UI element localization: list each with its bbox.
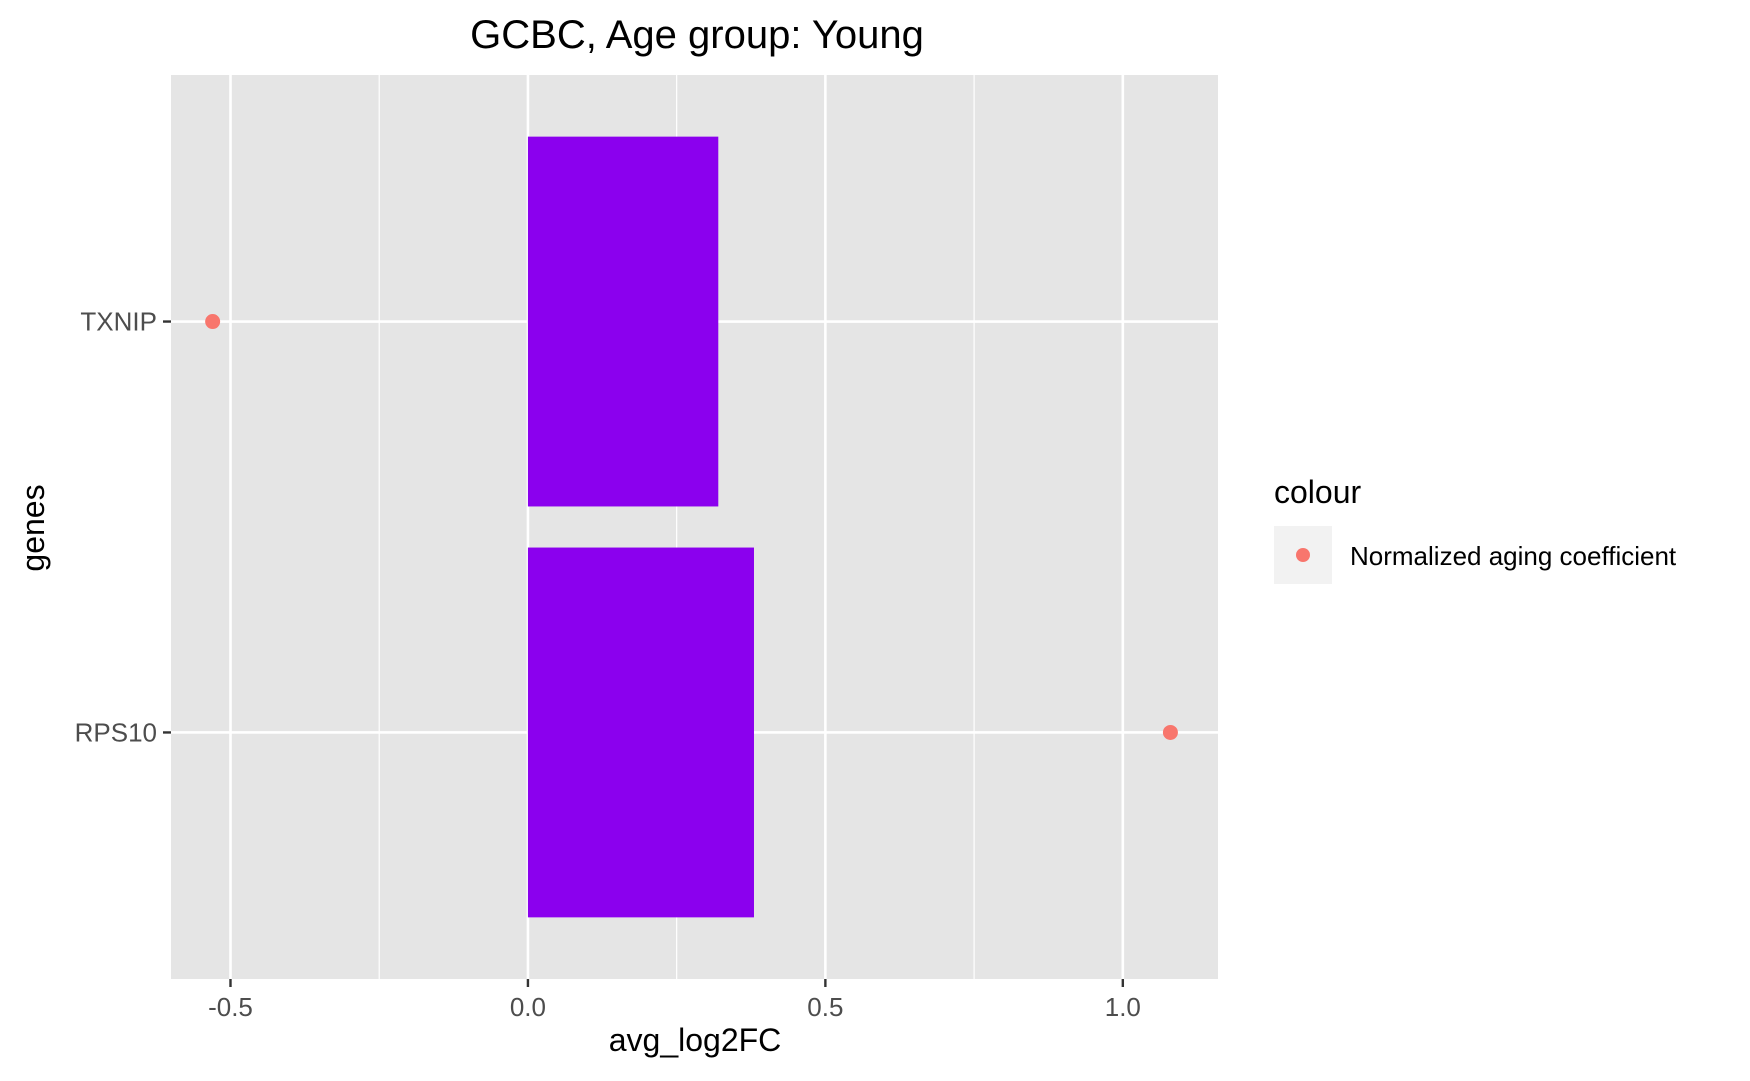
grid-lines [171, 75, 1218, 979]
point-txnip [205, 314, 221, 330]
bar-rps10 [527, 547, 754, 918]
point-rps10 [1162, 724, 1178, 740]
x-tick-label: 0.5 [807, 992, 843, 1022]
legend-title: colour [1274, 474, 1362, 510]
bars [527, 136, 754, 918]
legend: colour Normalized aging coefficient [1274, 474, 1677, 584]
x-tick-label: 0.0 [510, 992, 546, 1022]
y-axis: TXNIP RPS10 [75, 307, 171, 747]
bar-txnip [527, 136, 719, 507]
points [205, 314, 1178, 740]
y-tick-label: RPS10 [75, 717, 157, 747]
chart-title: GCBC, Age group: Young [470, 13, 924, 57]
x-tick-label: 1.0 [1105, 992, 1141, 1022]
x-axis-title: avg_log2FC [609, 1022, 782, 1058]
x-tick-label: -0.5 [208, 992, 253, 1022]
y-axis-title: genes [15, 484, 51, 571]
legend-item-label: Normalized aging coefficient [1350, 541, 1677, 571]
legend-key-point [1296, 548, 1310, 562]
y-tick-label: TXNIP [80, 307, 157, 337]
x-axis: -0.5 0.0 0.5 1.0 [208, 979, 1141, 1022]
